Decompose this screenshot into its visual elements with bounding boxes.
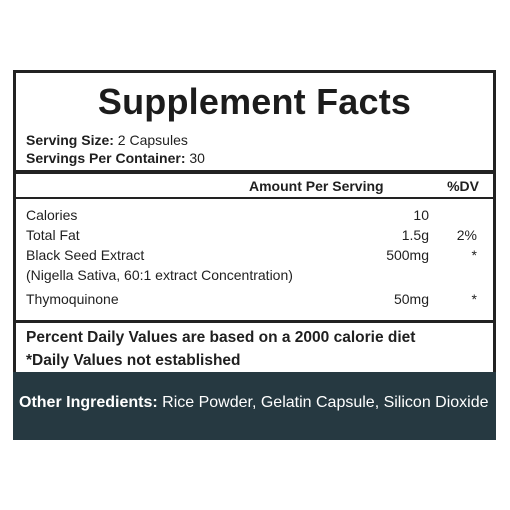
nutrient-amount: 10 xyxy=(413,207,429,223)
servings-per-container-value: 30 xyxy=(185,150,205,166)
servings-per-container-label: Servings Per Container: xyxy=(26,150,186,166)
daily-value-not-established-note: *Daily Values not established xyxy=(26,352,241,369)
nutrient-amount: 50mg xyxy=(393,291,429,307)
nutrient-name: (Nigella Sativa, 60:1 extract Concentrat… xyxy=(26,267,293,283)
nutrient-name: Thymoquinone xyxy=(26,291,119,307)
serving-size-line: Serving Size: 2 Capsules xyxy=(26,131,205,149)
nutrient-row-thymoquinone: Thymoquinone 50mg * xyxy=(16,289,493,309)
other-ingredients-value: Rice Powder, Gelatin Capsule, Silicon Di… xyxy=(157,394,489,411)
other-ingredients-band: Other Ingredients: Rice Powder, Gelatin … xyxy=(13,372,496,440)
supplement-facts-box: Supplement Facts Serving Size: 2 Capsule… xyxy=(13,70,496,372)
servings-per-container-line: Servings Per Container: 30 xyxy=(26,149,205,167)
footnotes: Percent Daily Values are based on a 2000… xyxy=(26,326,415,372)
nutrient-dv: * xyxy=(471,291,477,307)
nutrient-row-black-seed-extract: Black Seed Extract 500mg * xyxy=(16,245,493,265)
footnote-divider xyxy=(16,320,493,323)
nutrient-dv: 2% xyxy=(456,227,477,243)
panel-title: Supplement Facts xyxy=(97,81,412,122)
daily-value-header: %DV xyxy=(447,178,479,194)
serving-size-value: 2 Capsules xyxy=(113,132,188,148)
nutrient-dv: * xyxy=(471,247,477,263)
nutrient-name: Black Seed Extract xyxy=(26,247,145,263)
header-divider xyxy=(16,197,493,199)
daily-value-basis-note: Percent Daily Values are based on a 2000… xyxy=(26,329,416,346)
thick-divider xyxy=(16,170,493,174)
nutrient-row-extract-description: (Nigella Sativa, 60:1 extract Concentrat… xyxy=(16,265,493,285)
supplement-facts-panel: Supplement Facts Serving Size: 2 Capsule… xyxy=(13,70,496,440)
nutrient-name: Calories xyxy=(26,207,78,223)
serving-size-label: Serving Size: xyxy=(26,132,114,148)
serving-info: Serving Size: 2 Capsules Servings Per Co… xyxy=(26,131,205,167)
nutrient-amount: 1.5g xyxy=(401,227,429,243)
nutrient-row-calories: Calories 10 xyxy=(16,205,493,225)
amount-per-serving-header: Amount Per Serving xyxy=(249,178,384,194)
nutrient-row-total-fat: Total Fat 1.5g 2% xyxy=(16,225,493,245)
nutrient-name: Total Fat xyxy=(26,227,80,243)
other-ingredients-label: Other Ingredients: xyxy=(19,394,158,411)
nutrient-amount: 500mg xyxy=(386,247,429,263)
